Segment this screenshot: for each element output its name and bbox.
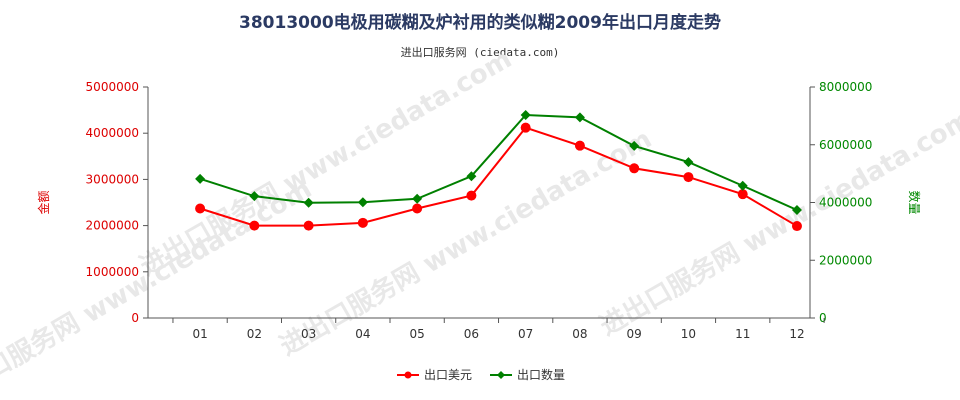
data-point — [520, 110, 531, 121]
chart-title: 38013000电极用碳糊及炉衬用的类似糊2009年出口月度走势 — [239, 13, 721, 33]
left-tick-label: 0 — [131, 311, 139, 325]
data-point — [683, 172, 694, 183]
x-tick-label: 04 — [355, 327, 370, 341]
left-tick-label: 4000000 — [86, 126, 139, 140]
left-tick-label: 5000000 — [86, 80, 139, 94]
axes: 0100000020000003000000400000050000000200… — [36, 80, 922, 341]
data-point — [629, 140, 640, 151]
data-point — [520, 122, 531, 133]
right-tick-label: 0 — [819, 311, 827, 325]
data-point — [737, 189, 748, 200]
x-tick-label: 03 — [301, 327, 316, 341]
legend-label: 出口美元 — [424, 368, 472, 382]
data-point — [629, 163, 640, 174]
right-tick-label: 6000000 — [819, 138, 872, 152]
series-line-1 — [199, 126, 798, 227]
data-point — [683, 157, 694, 168]
data-point — [791, 205, 802, 216]
x-tick-label: 01 — [192, 327, 207, 341]
left-axis-title: 金额 — [36, 190, 51, 214]
data-point — [574, 140, 585, 151]
series — [195, 110, 802, 232]
right-tick-label: 8000000 — [819, 80, 872, 94]
left-tick-label: 3000000 — [86, 172, 139, 186]
data-point — [737, 180, 748, 191]
legend-label: 出口数量 — [517, 367, 565, 382]
right-axis-title: 数量 — [907, 190, 922, 214]
legend-marker — [404, 371, 412, 379]
x-tick-label: 05 — [410, 327, 425, 341]
data-point — [249, 191, 260, 202]
data-point — [466, 190, 477, 201]
x-tick-label: 06 — [464, 327, 479, 341]
x-tick-label: 10 — [681, 327, 696, 341]
series-line-2 — [199, 113, 798, 211]
x-tick-label: 07 — [518, 327, 533, 341]
data-point — [791, 221, 802, 232]
right-tick-label: 4000000 — [819, 196, 872, 210]
x-tick-label: 09 — [627, 327, 642, 341]
legend-marker — [497, 371, 505, 379]
x-tick-label: 08 — [572, 327, 587, 341]
data-point — [249, 220, 260, 231]
right-tick-label: 2000000 — [819, 253, 872, 267]
data-point — [195, 173, 206, 184]
data-point — [574, 112, 585, 123]
data-point — [466, 171, 477, 182]
data-point — [303, 220, 314, 231]
data-point — [412, 193, 423, 204]
data-point — [303, 197, 314, 208]
left-tick-label: 2000000 — [86, 219, 139, 233]
x-tick-label: 12 — [789, 327, 804, 341]
x-tick-label: 02 — [247, 327, 262, 341]
x-tick-label: 11 — [735, 327, 750, 341]
data-point — [412, 203, 423, 214]
legend: 出口美元 出口数量 — [397, 367, 565, 382]
left-tick-label: 1000000 — [86, 265, 139, 279]
data-point — [357, 217, 368, 228]
chart-subtitle: 进出口服务网 (ciedata.com) — [400, 46, 560, 59]
data-point — [195, 203, 206, 214]
data-point — [357, 197, 368, 208]
